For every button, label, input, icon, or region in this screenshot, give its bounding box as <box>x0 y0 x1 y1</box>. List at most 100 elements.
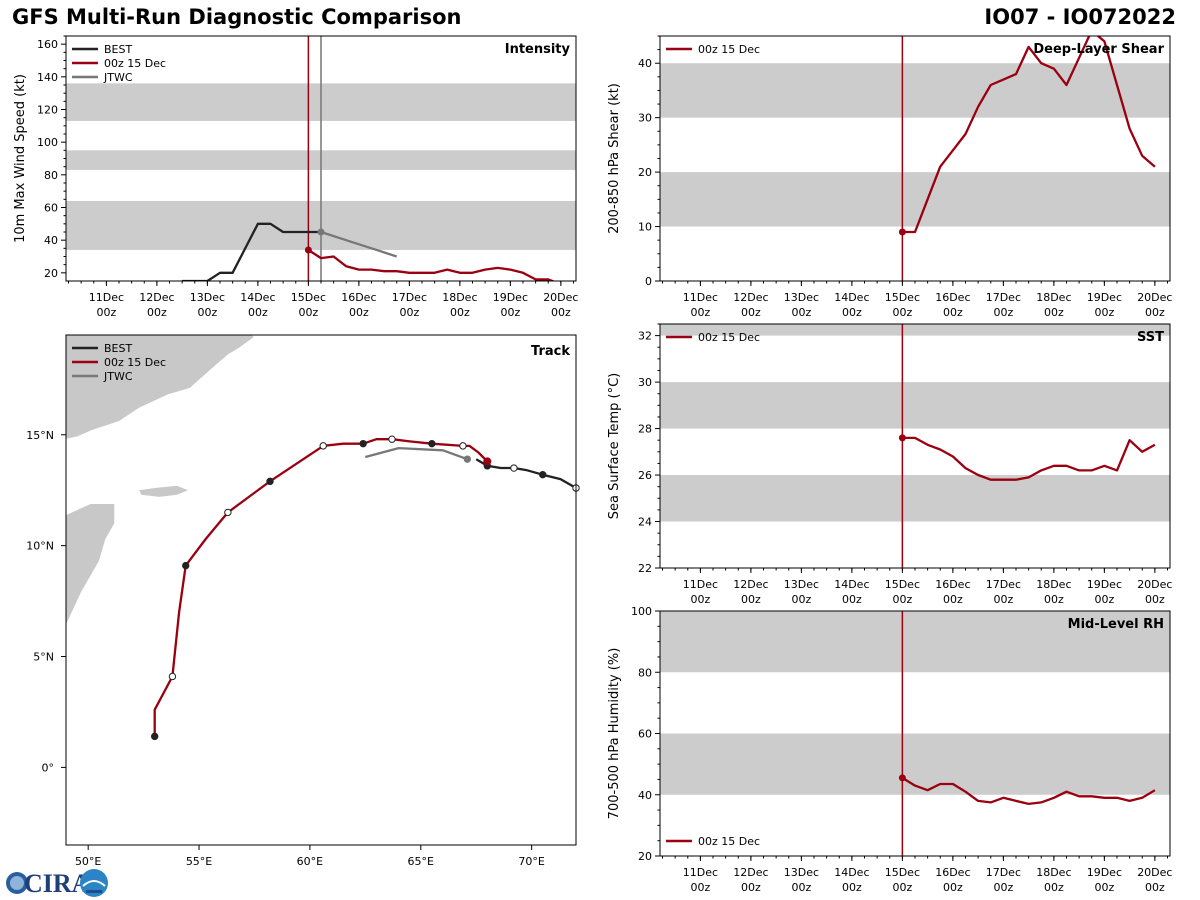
x-tick-label-day: 12Dec <box>733 578 768 591</box>
page-title: GFS Multi-Run Diagnostic Comparison <box>12 5 462 29</box>
x-tick-label-hour: 00z <box>892 593 912 606</box>
x-tick-label-hour: 00z <box>691 306 711 319</box>
panel-title: SST <box>1137 330 1164 345</box>
x-tick-label-hour: 00z <box>248 306 268 319</box>
legend-label: BEST <box>104 342 132 355</box>
x-tick-label-day: 13Dec <box>190 291 225 304</box>
arabian-peninsula <box>66 335 256 440</box>
x-tick-label-day: 20Dec <box>1137 291 1172 304</box>
y-axis-label: 700-500 hPa Humidity (%) <box>607 648 622 820</box>
y-tick-label: 26 <box>638 469 652 482</box>
y-tick-label: 160 <box>37 38 58 51</box>
panel-title: Track <box>531 344 570 359</box>
track-point-marker <box>510 464 518 472</box>
x-tick-label-hour: 00z <box>349 306 369 319</box>
x-tick-label-day: 20Dec <box>1137 578 1172 591</box>
track-point-marker <box>459 442 467 450</box>
chart-rh: 20 40 60 80 100 11Dec 00z 12Dec 00z 13Dec 00z 14Dec… <box>607 605 1172 894</box>
x-tick-label-day: 11Dec <box>683 578 718 591</box>
y-tick-label: 20 <box>638 850 652 863</box>
track-point-marker <box>388 435 396 443</box>
x-tick-label-day: 19Dec <box>493 291 528 304</box>
y-tick-label: 0° <box>42 761 55 774</box>
x-tick-label-day: 13Dec <box>784 866 819 879</box>
legend-label: 00z 15 Dec <box>104 57 166 70</box>
x-tick-label-hour: 00z <box>791 306 811 319</box>
series-start-marker <box>317 228 325 236</box>
panel-title: Intensity <box>505 42 571 57</box>
y-tick-label: 100 <box>37 136 58 149</box>
y-tick-label: 60 <box>44 202 58 215</box>
x-tick-label-day: 20Dec <box>543 291 578 304</box>
legend-label: BEST <box>104 43 132 56</box>
x-tick-label-day: 17Dec <box>986 291 1021 304</box>
x-tick-label-day: 15Dec <box>291 291 326 304</box>
socotra-island <box>139 485 188 497</box>
x-tick-label-day: 11Dec <box>89 291 124 304</box>
x-tick-label-hour: 00z <box>500 306 520 319</box>
chart-shear: 0 10 20 30 40 11Dec 00z 12Dec 00z 13Dec 00z 14Dec 00… <box>607 35 1172 319</box>
x-tick-label-day: 18Dec <box>1036 866 1071 879</box>
y-tick-label: 60 <box>638 728 652 741</box>
y-tick-label: 10 <box>638 221 652 234</box>
y-tick-label: 24 <box>638 516 652 529</box>
panel-title: Deep-Layer Shear <box>1033 42 1164 57</box>
x-tick-label-hour: 00z <box>691 881 711 894</box>
x-tick-label-day: 16Dec <box>935 291 970 304</box>
series-line-00z-15-dec <box>307 249 556 281</box>
x-tick-label-hour: 00z <box>842 881 862 894</box>
plot-frame <box>65 334 577 846</box>
legend-label: JTWC <box>103 370 133 383</box>
logo-text: CIRA <box>24 869 91 898</box>
x-tick-label-day: 14Dec <box>834 291 869 304</box>
shaded-band <box>660 382 1170 429</box>
x-tick-label-hour: 00z <box>791 881 811 894</box>
track-point-marker <box>428 439 436 448</box>
x-tick-label-hour: 00z <box>450 306 470 319</box>
x-tick-label-hour: 00z <box>993 881 1013 894</box>
y-tick-label: 80 <box>638 666 652 679</box>
x-tick-label-day: 16Dec <box>341 291 376 304</box>
y-axis-label: 200-850 hPa Shear (kt) <box>607 83 622 234</box>
legend-label: JTWC <box>103 71 133 84</box>
x-tick-label-hour: 00z <box>1044 306 1064 319</box>
x-tick-label-day: 13Dec <box>784 291 819 304</box>
y-tick-label: 30 <box>638 112 652 125</box>
x-tick-label-day: 16Dec <box>935 578 970 591</box>
x-tick-label-hour: 00z <box>399 306 419 319</box>
x-tick-label-hour: 00z <box>197 306 217 319</box>
series-start-marker <box>304 246 312 254</box>
y-tick-label: 120 <box>37 104 58 117</box>
y-axis-label: 10m Max Wind Speed (kt) <box>13 74 28 243</box>
x-tick-label-hour: 00z <box>791 593 811 606</box>
x-tick-label-day: 16Dec <box>935 866 970 879</box>
y-tick-label: 10°N <box>26 540 54 553</box>
series-line-best <box>182 222 321 281</box>
x-tick-label-hour: 00z <box>943 593 963 606</box>
x-tick-label-day: 14Dec <box>834 578 869 591</box>
x-tick-label-hour: 00z <box>943 881 963 894</box>
x-tick-label-hour: 00z <box>1094 593 1114 606</box>
y-tick-label: 80 <box>44 169 58 182</box>
series-start-marker <box>898 434 906 442</box>
x-tick-label-hour: 00z <box>1145 593 1165 606</box>
y-tick-label: 22 <box>638 562 652 575</box>
x-tick-label-day: 15Dec <box>885 578 920 591</box>
x-tick-label-hour: 00z <box>1094 306 1114 319</box>
shaded-band <box>660 611 1170 673</box>
x-tick-label-day: 19Dec <box>1087 578 1122 591</box>
x-tick-label-hour: 00z <box>97 306 117 319</box>
x-tick-label-day: 18Dec <box>1036 578 1071 591</box>
track-line-best <box>475 458 576 489</box>
x-tick-label-day: 12Dec <box>139 291 174 304</box>
series-line-00z-15-dec <box>901 776 1156 806</box>
x-tick-label-hour: 00z <box>842 593 862 606</box>
x-tick-label-day: 13Dec <box>784 578 819 591</box>
x-tick-label-day: 15Dec <box>885 866 920 879</box>
x-tick-label-hour: 00z <box>842 306 862 319</box>
cira-logo: CIRA <box>6 869 108 898</box>
y-tick-label: 20 <box>638 166 652 179</box>
x-tick-label-hour: 00z <box>298 306 318 319</box>
x-tick-label-hour: 00z <box>993 593 1013 606</box>
